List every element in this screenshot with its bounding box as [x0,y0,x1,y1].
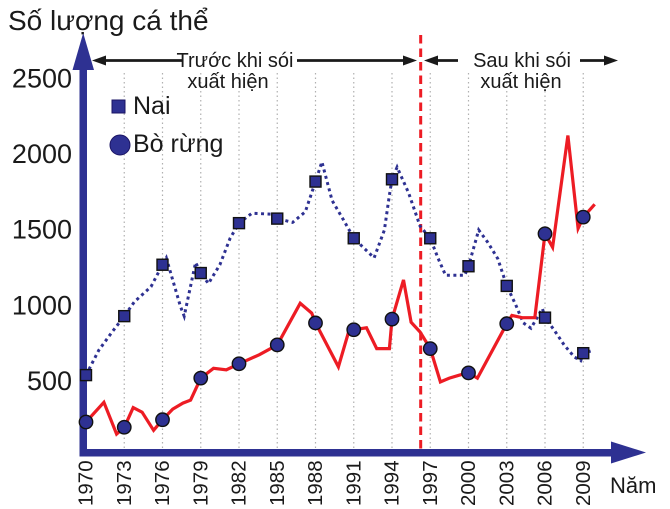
after-left-arrowhead-icon [424,55,438,66]
x-tick-label-2000: 2000 [457,460,480,506]
marker-square-1997 [424,232,437,245]
x-axis-title: Năm [610,473,656,498]
marker-circle-1976 [155,412,170,428]
series-line-nai [84,156,594,376]
after-wolves-label-line2: xuất hiện [480,71,561,93]
marker-circle-2003 [499,316,515,332]
axes [72,33,646,464]
y-tick-label-500: 500 [27,366,72,396]
marker-circle-2006 [537,226,553,242]
annotation-after-wolves: Sau khi sói xuất hiện [424,50,618,93]
x-tick-label-2006: 2006 [534,460,557,506]
x-axis-line [79,449,613,457]
before-wolves-label-line2: xuất hiện [187,71,268,93]
legend-label-bo-rung: Bò rừng [133,130,223,158]
x-tick-label-1979: 1979 [189,460,212,506]
after-wolves-label-line1: Sau khi sói [473,50,571,72]
x-tick-label-1997: 1997 [419,460,442,506]
x-tick-label-1988: 1988 [304,460,327,506]
marker-circle-2009 [575,209,591,225]
marker-square-2003 [500,279,513,293]
marker-square-1991 [347,232,360,245]
marker-square-1973 [118,309,131,323]
y-tick-label-1000: 1000 [12,290,72,320]
marker-circle-1997 [422,341,438,357]
marker-square-1985 [271,212,284,225]
chart-title: Số lượng cá thể [8,5,209,36]
marker-circle-1979 [193,370,209,386]
before-right-arrowhead-icon [403,55,417,66]
x-tick-label-1976: 1976 [151,460,174,506]
marker-circle-1985 [269,337,285,353]
annotation-before-wolves: Trước khi sói xuất hiện [92,50,417,93]
x-tick-label-1991: 1991 [342,460,365,506]
marker-circle-1994 [384,311,400,327]
marker-circle-1973 [116,419,132,435]
marker-circle-1988 [308,315,323,331]
x-tick-label-1985: 1985 [266,460,289,506]
marker-square-2006 [538,311,552,324]
marker-circle-1991 [346,322,362,338]
legend-square-marker-icon [111,99,126,114]
marker-square-1979 [194,266,207,280]
marker-circle-2000 [461,365,476,381]
x-tick-label-2003: 2003 [495,460,518,506]
tick-labels: 500 1000 1500 2000 2500 1970 1973 1976 1979 1982 1… [12,64,595,507]
x-axis-arrowhead-icon [611,441,646,464]
marker-square-1994 [385,173,399,186]
legend: Nai Bò rừng [109,92,223,158]
legend-circle-marker-icon [109,134,131,156]
before-left-arrowhead-icon [92,55,106,66]
y-axis-arrowhead-icon [72,33,94,70]
marker-circle-1982 [231,356,247,372]
y-tick-label-1500: 1500 [12,215,72,245]
legend-label-nai: Nai [133,92,171,120]
marker-square-1982 [232,216,246,230]
x-tick-label-1994: 1994 [381,460,404,506]
marker-square-1970 [79,368,93,382]
y-tick-label-2000: 2000 [12,139,72,169]
marker-square-2000 [462,260,475,273]
series-markers [78,173,591,435]
x-tick-label-2009: 2009 [572,460,595,506]
marker-circle-1970 [78,414,94,430]
x-tick-label-1982: 1982 [228,460,251,506]
marker-square-1988 [309,175,322,188]
marker-square-2009 [577,346,590,360]
gridlines [123,73,584,451]
before-wolves-label-line1: Trước khi sói [177,50,294,72]
after-right-arrowhead-icon [604,55,618,66]
y-tick-label-2500: 2500 [12,64,72,94]
y-axis-line [79,54,87,457]
x-tick-label-1973: 1973 [113,460,136,506]
x-tick-label-1970: 1970 [75,460,98,506]
marker-square-1976 [156,258,169,271]
